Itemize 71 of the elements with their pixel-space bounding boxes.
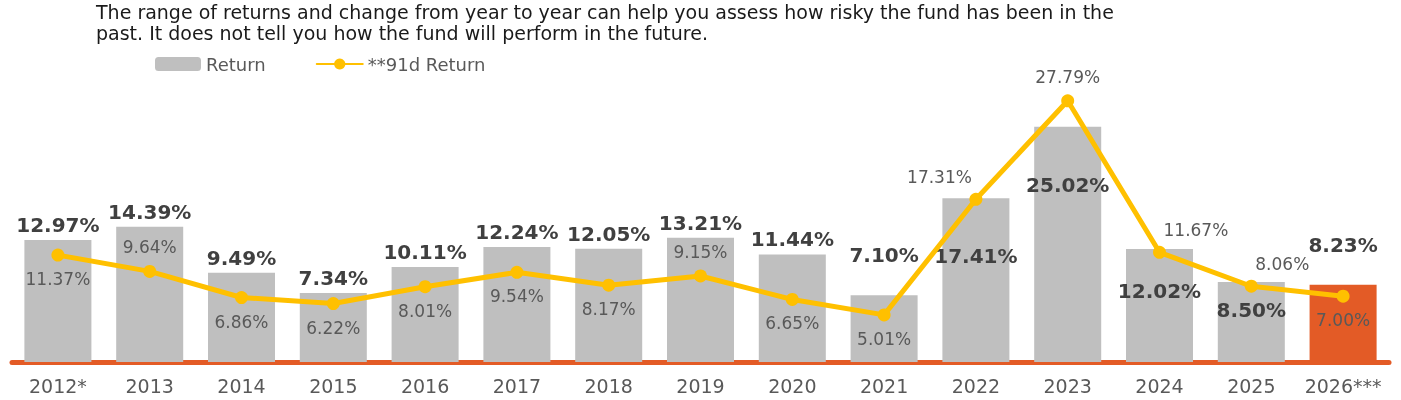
data-label: 11.37% xyxy=(25,269,91,290)
text: The range of returns and change from year to year can help you assess how risky the fund has been in the past. It does not tell you how the fund will perform in the future. xyxy=(96,1,1115,44)
x-tick-label: 2018 xyxy=(584,374,633,397)
data-label: 27.79% xyxy=(1035,66,1101,87)
data-label: 10.11% xyxy=(383,239,467,264)
x-tick-label: 2016 xyxy=(400,374,450,397)
legend-label: Return xyxy=(206,53,266,75)
point xyxy=(1244,279,1258,293)
point xyxy=(326,297,340,311)
point xyxy=(969,192,983,206)
data-label: 7.00% xyxy=(1316,310,1371,331)
bar xyxy=(24,240,92,362)
data-label: 17.31% xyxy=(907,167,972,188)
x-tick-label: 2012* xyxy=(28,374,87,397)
x-tick-label: 2015 xyxy=(309,374,358,397)
data-label: 8.50% xyxy=(1216,298,1286,323)
point xyxy=(877,308,891,322)
x-tick-label: 2021 xyxy=(859,374,909,397)
x-tick-label: 2013 xyxy=(125,374,174,397)
point xyxy=(418,280,432,294)
x-tick-label: 2026*** xyxy=(1304,374,1382,397)
point xyxy=(602,278,616,292)
data-label: 11.44% xyxy=(750,227,834,252)
data-label: 6.65% xyxy=(765,313,820,334)
point xyxy=(143,264,157,278)
point xyxy=(510,265,524,279)
data-label: 9.64% xyxy=(122,237,177,258)
x-tick-label: 2017 xyxy=(492,374,542,397)
data-label: 8.06% xyxy=(1255,254,1310,275)
data-label: 9.49% xyxy=(206,245,277,270)
x-tick-label: 2014 xyxy=(217,374,266,397)
point xyxy=(51,248,65,262)
data-label: 14.39% xyxy=(108,199,192,224)
x-tick-label: 2019 xyxy=(676,374,725,397)
bar xyxy=(391,266,459,362)
data-label: 12.24% xyxy=(475,219,559,244)
bar xyxy=(758,254,826,362)
bar xyxy=(207,272,276,362)
point xyxy=(1061,94,1075,108)
data-label: 25.02% xyxy=(1026,172,1110,197)
data-label: 17.41% xyxy=(934,244,1018,269)
point xyxy=(694,269,707,283)
data-label: 8.17% xyxy=(581,299,636,320)
data-label: 13.21% xyxy=(658,210,743,235)
data-label: 12.05% xyxy=(567,221,651,246)
data-label: 11.67% xyxy=(1163,220,1229,241)
bar xyxy=(575,248,643,362)
data-label: 7.34% xyxy=(298,266,368,290)
point xyxy=(785,292,799,306)
data-label: 9.15% xyxy=(673,241,728,262)
data-label: 8.01% xyxy=(398,300,453,321)
data-label: 5.01% xyxy=(857,328,912,349)
x-tick-label: 2025 xyxy=(1227,374,1276,397)
x-tick-label: 2024 xyxy=(1135,374,1184,397)
point xyxy=(1336,289,1350,303)
data-label: 6.22% xyxy=(306,317,361,338)
x-tick-label: 2023 xyxy=(1043,374,1092,397)
bar xyxy=(483,246,551,362)
point xyxy=(1153,245,1166,259)
data-label: 9.54% xyxy=(489,286,544,307)
bar xyxy=(116,226,184,362)
x-tick-label: 2022 xyxy=(951,374,1001,397)
bar xyxy=(666,237,735,362)
data-label: 7.10% xyxy=(849,243,919,268)
data-label: 8.23% xyxy=(1308,232,1378,257)
legend-label: **91d Return xyxy=(367,53,486,75)
point xyxy=(235,291,248,305)
data-label: 12.97% xyxy=(16,213,100,238)
x-tick-label: 2020 xyxy=(768,374,817,397)
data-label: 6.86% xyxy=(214,311,269,332)
data-label: 12.02% xyxy=(1117,279,1202,304)
